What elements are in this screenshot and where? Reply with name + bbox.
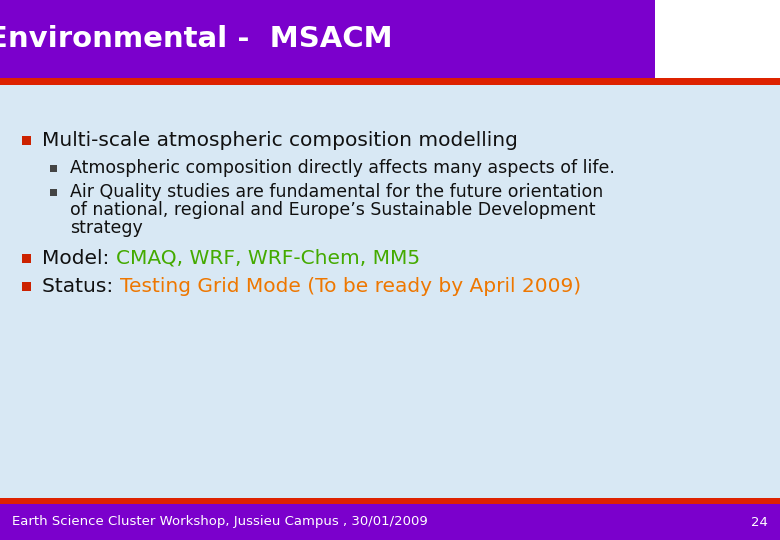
Text: Earth Science Cluster Workshop, Jussieu Campus , 30/01/2009: Earth Science Cluster Workshop, Jussieu … xyxy=(12,516,427,529)
Text: CMAQ, WRF, WRF-Chem, MM5: CMAQ, WRF, WRF-Chem, MM5 xyxy=(115,248,420,267)
FancyBboxPatch shape xyxy=(0,78,780,85)
FancyBboxPatch shape xyxy=(0,504,780,540)
FancyBboxPatch shape xyxy=(0,0,655,78)
FancyBboxPatch shape xyxy=(0,498,780,504)
Text: Status:: Status: xyxy=(42,276,119,295)
Bar xyxy=(22,253,31,262)
Text: Testing Grid Mode (To be ready by April 2009): Testing Grid Mode (To be ready by April … xyxy=(119,276,581,295)
Text: Model:: Model: xyxy=(42,248,115,267)
Text: 24: 24 xyxy=(751,516,768,529)
Text: strategy: strategy xyxy=(70,219,143,237)
FancyBboxPatch shape xyxy=(655,0,780,78)
Bar xyxy=(50,188,57,195)
Text: Air Quality studies are fundamental for the future orientation: Air Quality studies are fundamental for … xyxy=(70,183,603,201)
Bar xyxy=(50,165,57,172)
Text: Multi-scale atmospheric composition modelling: Multi-scale atmospheric composition mode… xyxy=(42,131,518,150)
Text: Environmental -  MSACM: Environmental - MSACM xyxy=(0,25,392,53)
Text: Atmospheric composition directly affects many aspects of life.: Atmospheric composition directly affects… xyxy=(70,159,615,177)
Bar xyxy=(22,281,31,291)
Text: of national, regional and Europe’s Sustainable Development: of national, regional and Europe’s Susta… xyxy=(70,201,595,219)
Bar xyxy=(22,136,31,145)
